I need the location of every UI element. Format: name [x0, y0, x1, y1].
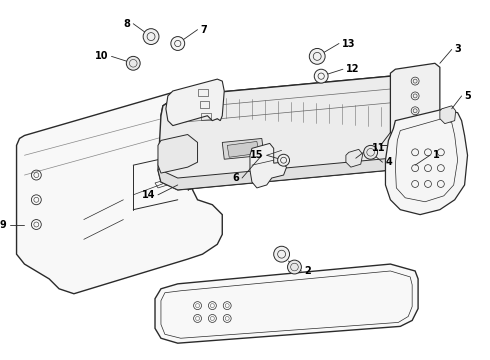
Text: 11: 11	[371, 143, 385, 153]
Polygon shape	[158, 135, 197, 173]
Text: 12: 12	[346, 64, 359, 74]
Circle shape	[171, 37, 185, 50]
Text: 2: 2	[304, 266, 311, 276]
Polygon shape	[222, 139, 264, 159]
Text: 15: 15	[250, 150, 264, 160]
Circle shape	[126, 57, 140, 70]
Circle shape	[143, 29, 159, 45]
Polygon shape	[250, 143, 287, 188]
Text: 14: 14	[142, 190, 155, 200]
Text: 6: 6	[232, 173, 239, 183]
Circle shape	[314, 69, 328, 83]
Text: 7: 7	[200, 25, 207, 35]
Polygon shape	[161, 76, 415, 135]
Polygon shape	[391, 63, 440, 143]
Text: 5: 5	[465, 91, 471, 101]
Text: 8: 8	[123, 19, 130, 29]
Circle shape	[364, 145, 377, 159]
Polygon shape	[440, 106, 456, 123]
Circle shape	[278, 154, 290, 166]
Polygon shape	[346, 149, 363, 167]
Text: 3: 3	[455, 44, 462, 54]
Text: 10: 10	[95, 51, 108, 61]
Polygon shape	[155, 264, 418, 343]
Polygon shape	[166, 79, 224, 126]
Text: 4: 4	[386, 157, 392, 167]
Polygon shape	[17, 91, 222, 294]
Circle shape	[274, 246, 290, 262]
Polygon shape	[158, 145, 415, 190]
Text: 13: 13	[342, 39, 355, 49]
Circle shape	[288, 260, 301, 274]
Polygon shape	[386, 109, 467, 215]
Circle shape	[309, 49, 325, 64]
Text: 9: 9	[0, 220, 7, 230]
Text: 1: 1	[433, 150, 440, 160]
Polygon shape	[227, 141, 259, 157]
Polygon shape	[158, 76, 415, 190]
